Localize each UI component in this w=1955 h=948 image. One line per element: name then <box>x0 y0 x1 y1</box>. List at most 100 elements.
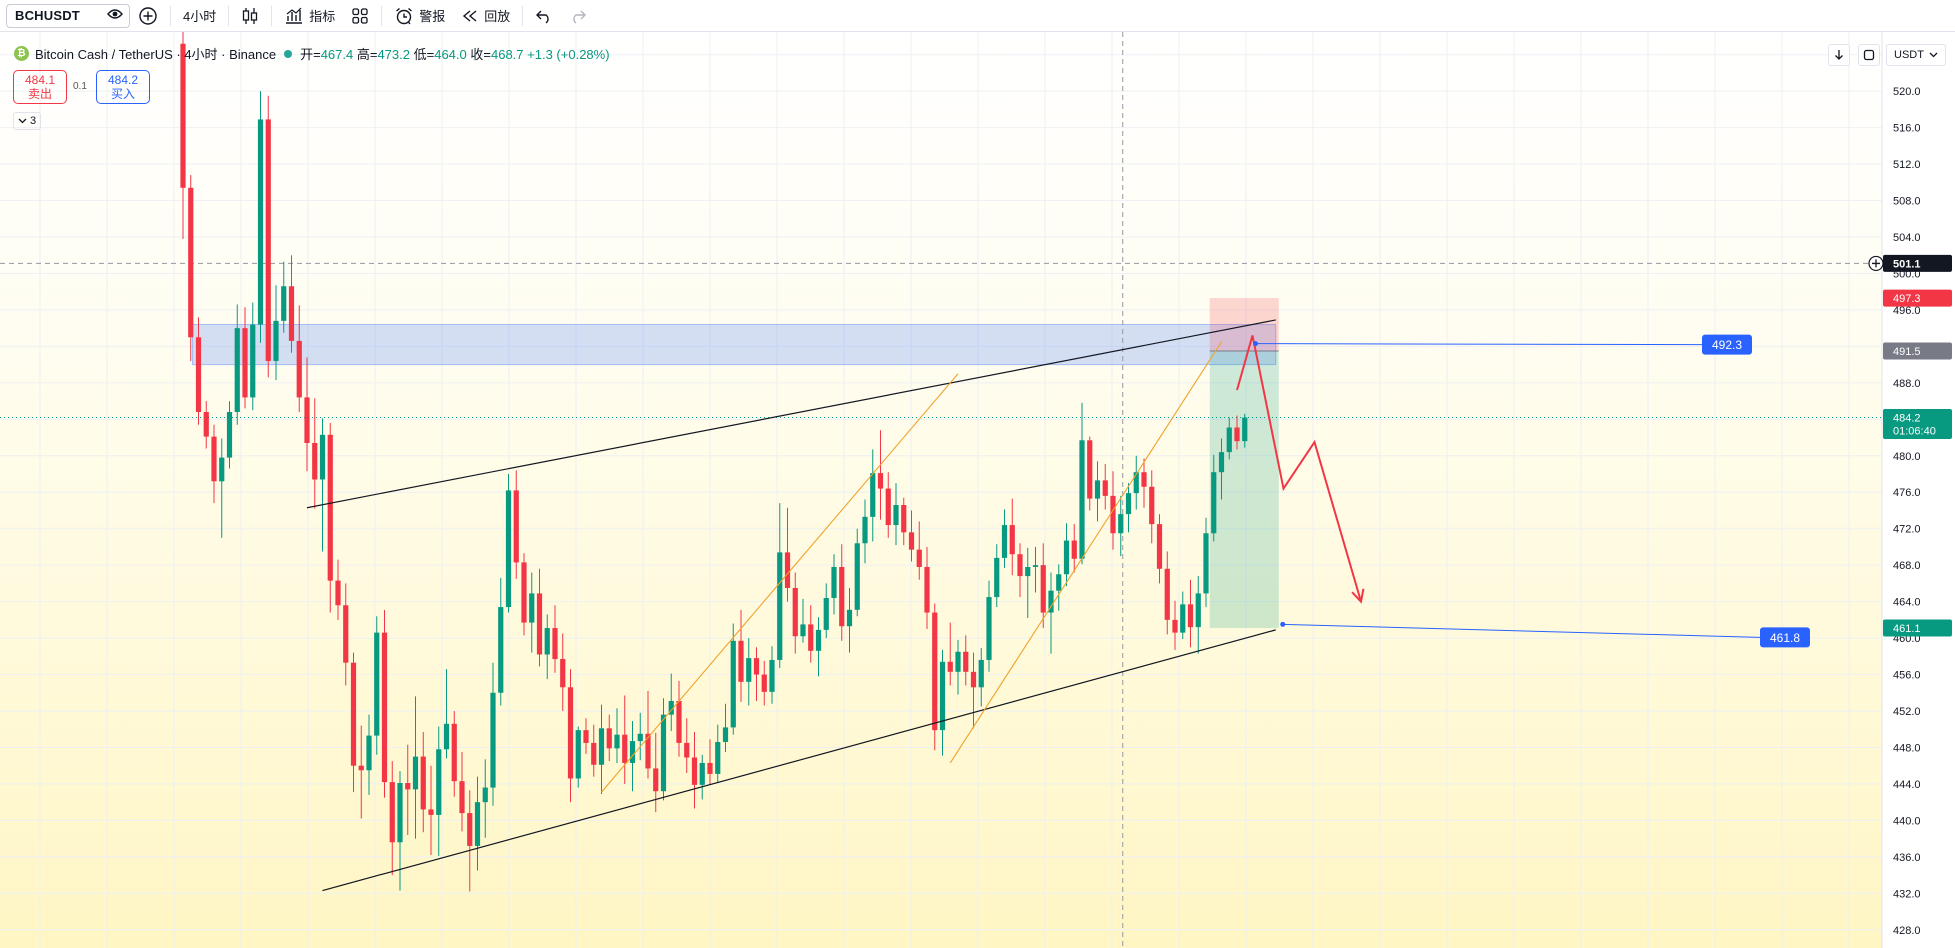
candle <box>598 704 605 794</box>
templates-button[interactable] <box>343 2 377 30</box>
candle <box>715 724 721 784</box>
candle <box>273 285 279 381</box>
chart-legend: ₿ Bitcoin Cash / TetherUS · 4小时 · Binanc… <box>14 44 610 63</box>
candle <box>1234 415 1240 450</box>
candle <box>436 726 442 856</box>
candle <box>761 660 767 706</box>
price-tick-label: 456.0 <box>1893 670 1921 682</box>
candle <box>498 577 504 706</box>
candle <box>567 669 574 803</box>
candle <box>1125 483 1132 533</box>
candle <box>188 175 194 361</box>
candle <box>474 776 481 871</box>
price-tick-label: 448.0 <box>1893 742 1921 754</box>
candle <box>242 307 248 409</box>
candle <box>405 744 411 835</box>
candle <box>676 680 682 757</box>
candle <box>808 605 814 663</box>
toolbar-divider <box>228 5 230 26</box>
forecast-path[interactable] <box>1236 335 1362 602</box>
undo-button[interactable] <box>527 2 561 30</box>
currency-label: USDT <box>1894 49 1924 61</box>
redo-button[interactable] <box>561 2 595 30</box>
trendline-rising-channel-1[interactable] <box>601 373 959 793</box>
candle <box>730 623 736 735</box>
candle <box>1133 455 1139 510</box>
price-label-leader <box>1282 623 1761 638</box>
candle <box>219 438 225 538</box>
position-target-zone[interactable] <box>1209 350 1279 629</box>
candle <box>1032 546 1039 593</box>
candle <box>358 725 364 819</box>
candle <box>296 305 302 413</box>
trendline-channel-upper[interactable] <box>306 319 1276 509</box>
price-axis-badge-stop <box>1883 289 1952 307</box>
compare-add-button[interactable] <box>130 2 166 30</box>
price-axis-badge-text: 501.1 <box>1893 258 1921 270</box>
candle <box>552 605 558 673</box>
candle <box>908 510 915 562</box>
candle <box>1079 402 1085 565</box>
candle <box>327 422 333 613</box>
price-label-box[interactable] <box>1760 627 1810 648</box>
candle <box>947 622 953 686</box>
sell-button[interactable]: 484.1 卖出 <box>13 70 67 104</box>
candle <box>335 559 341 620</box>
redo-icon <box>573 10 587 24</box>
candle <box>823 583 829 639</box>
price-chart[interactable]: 492.3 461.8 428.0 432.0 436.0 440.0 444.0 448.0… <box>0 32 1955 948</box>
indicators-collapse-button[interactable]: 3 <box>13 112 41 130</box>
download-button[interactable] <box>1828 44 1850 66</box>
chart-type-button[interactable] <box>233 2 267 30</box>
candle <box>691 731 698 809</box>
price-axis-badge-text: 484.2 <box>1893 412 1921 424</box>
candle <box>1118 495 1124 557</box>
price-tick-label: 432.0 <box>1893 888 1921 900</box>
candle <box>412 696 419 839</box>
price-tick-label: 468.0 <box>1893 560 1921 572</box>
replay-button[interactable]: 回放 <box>453 2 518 30</box>
top-toolbar: BCHUSDT 4小时 指标 警报 回放 <box>0 0 1955 32</box>
symbol-name: BCHUSDT <box>15 8 80 23</box>
candle <box>699 754 705 800</box>
chart-background <box>0 32 1882 948</box>
candle <box>374 616 380 755</box>
alarm-clock-icon <box>396 7 413 24</box>
candle <box>722 703 729 753</box>
alert-button[interactable]: 警报 <box>386 2 453 30</box>
indicators-button[interactable]: 指标 <box>276 2 343 30</box>
candle <box>792 572 798 654</box>
trendline-channel-lower[interactable] <box>322 629 1276 892</box>
sell-label: 卖出 <box>27 87 52 101</box>
buy-button[interactable]: 484.2 买入 <box>96 70 150 104</box>
candle <box>1063 523 1070 587</box>
candle <box>622 695 628 784</box>
candle <box>637 712 643 761</box>
candle <box>203 401 209 449</box>
trendline-rising-channel-2[interactable] <box>949 341 1222 764</box>
legend-title: Bitcoin Cash / TetherUS · 4小时 · Binance <box>35 47 277 62</box>
candle <box>366 714 372 795</box>
candle <box>1048 572 1054 654</box>
candle <box>753 647 760 701</box>
candle <box>575 726 581 788</box>
price-tick-label: 496.0 <box>1893 305 1921 317</box>
candle <box>397 771 403 891</box>
candle <box>1071 524 1077 573</box>
price-label-anchor <box>1280 621 1286 627</box>
price-axis[interactable] <box>1882 32 1955 948</box>
price-label-box[interactable] <box>1702 334 1752 355</box>
grid-icon <box>352 7 368 24</box>
rewind-icon <box>463 9 477 22</box>
resistance-zone[interactable] <box>192 324 1277 366</box>
interval-button[interactable]: 4小时 <box>175 2 224 30</box>
currency-select[interactable]: USDT <box>1886 44 1946 66</box>
candle <box>846 587 853 653</box>
fullscreen-button[interactable] <box>1858 44 1880 66</box>
candle <box>1218 438 1225 500</box>
symbol-search[interactable]: BCHUSDT <box>6 3 130 28</box>
toolbar-divider <box>381 5 383 26</box>
toolbar-divider <box>522 5 524 26</box>
close-label: 收= <box>470 47 491 62</box>
watchlist-eye-icon[interactable] <box>107 7 123 25</box>
